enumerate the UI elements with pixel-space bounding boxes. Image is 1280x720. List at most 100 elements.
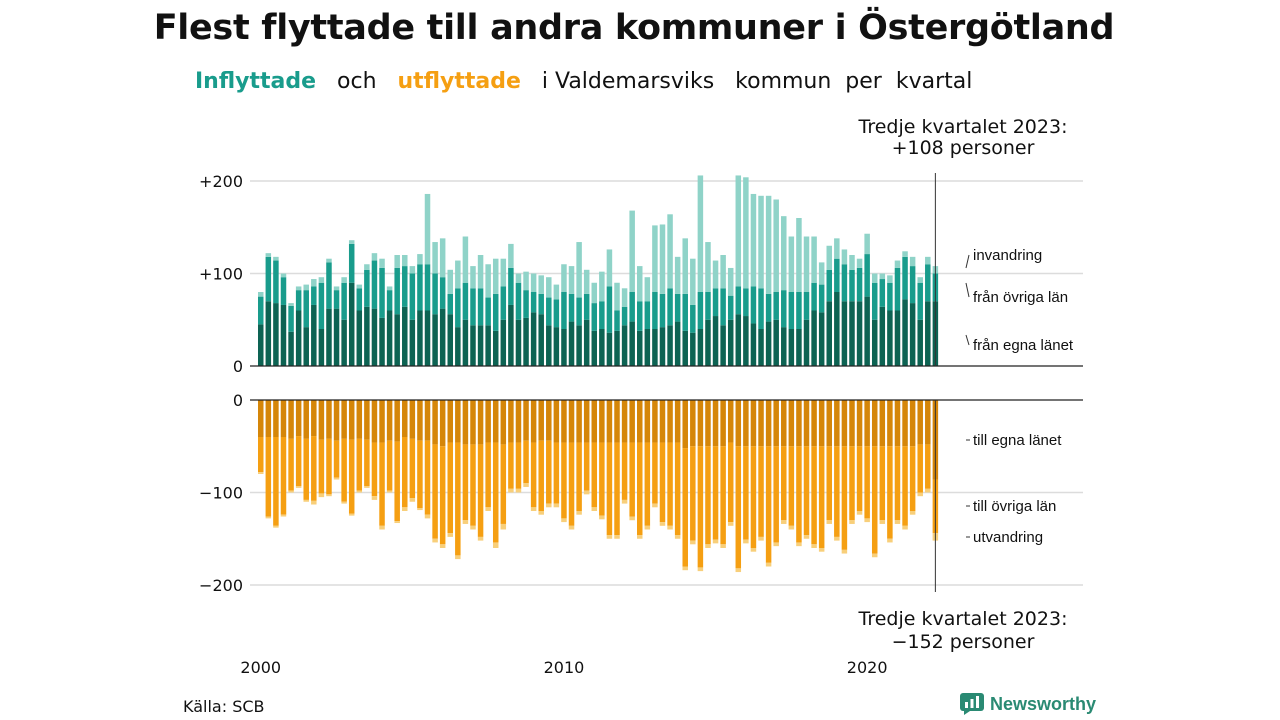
bar-in-own [273, 303, 279, 366]
bar-out-emig [720, 544, 726, 548]
bar-out-other [470, 444, 476, 526]
bar-out-other [599, 442, 605, 516]
bar-in-other [796, 292, 802, 329]
bar-in-immig [758, 195, 764, 289]
bar-out-other [765, 446, 772, 563]
bar-out-emig [826, 520, 832, 524]
bar-out-own [902, 400, 908, 447]
bar-out-own [674, 400, 681, 443]
bar-in-own [311, 304, 317, 366]
bar-in-other [508, 267, 514, 305]
bar-out-own [803, 400, 810, 447]
bar-out-emig [455, 555, 461, 560]
bar-out-own [530, 400, 537, 443]
bar-out-other [485, 442, 491, 508]
bar-in-own [364, 306, 370, 366]
bar-in-own [356, 310, 363, 366]
bar-out-own [879, 400, 886, 447]
bar-out-emig [735, 568, 742, 573]
bar-in-other [311, 286, 317, 305]
bar-in-own [553, 327, 560, 366]
bar-in-other [652, 292, 658, 329]
bar-in-own [629, 321, 635, 366]
bar-in-own [765, 321, 772, 366]
bar-out-emig [818, 548, 825, 552]
bar-out-own [826, 400, 832, 447]
bar-out-own [811, 400, 817, 447]
bar-in-own [417, 310, 423, 366]
bar-in-immig [644, 277, 651, 302]
bar-out-own [303, 400, 309, 439]
bar-in-immig [364, 264, 370, 270]
bar-out-own [341, 400, 347, 439]
annotation-bottom-line2: −152 personer [892, 631, 1035, 653]
bar-in-immig [606, 249, 613, 287]
bar-out-emig [530, 507, 537, 511]
bar-out-emig [341, 501, 347, 504]
bar-out-emig [788, 525, 795, 530]
bar-in-other [818, 284, 825, 313]
bar-in-immig [637, 266, 643, 302]
bar-out-other [735, 446, 742, 569]
bar-out-emig [402, 507, 408, 511]
bar-in-immig [318, 277, 325, 283]
bar-out-other [303, 438, 309, 500]
bar-out-own [546, 400, 552, 441]
bar-in-immig [750, 193, 757, 287]
bar-out-other [894, 446, 901, 521]
bar-out-emig [894, 520, 901, 524]
bar-out-other [667, 442, 673, 526]
bar-in-own [348, 282, 355, 366]
bar-in-immig [614, 282, 620, 311]
bar-out-own [720, 400, 726, 447]
bar-out-emig [576, 511, 582, 515]
bar-in-immig [447, 269, 453, 294]
bar-in-other [258, 296, 264, 325]
bar-out-other [553, 442, 560, 504]
bar-out-own [356, 400, 363, 439]
bar-in-own [879, 306, 886, 366]
bar-in-other [902, 256, 908, 300]
bar-out-own [705, 400, 711, 447]
bar-out-own [750, 400, 757, 447]
bar-out-emig [743, 539, 749, 544]
series-label-out: till egna länet [973, 432, 1062, 449]
bar-out-own [515, 400, 522, 443]
bar-out-own [561, 400, 567, 443]
bar-out-own [667, 400, 673, 443]
bar-out-other [781, 446, 787, 521]
bar-in-own [288, 331, 294, 366]
y-tick-label: 0 [233, 391, 243, 410]
bar-in-immig [894, 260, 901, 268]
subtitle-inflyttade: Inflyttade [195, 69, 317, 94]
bar-in-own [280, 304, 287, 366]
bar-in-other [348, 243, 355, 283]
bar-in-other [447, 293, 453, 315]
bar-out-other [644, 442, 651, 526]
annotation-top-line2: +108 personer [892, 137, 1035, 159]
bar-out-other [811, 446, 817, 545]
bar-in-own [402, 306, 408, 366]
bar-in-other [485, 297, 491, 326]
bar-out-other [561, 442, 567, 519]
bar-in-immig [371, 253, 378, 261]
bar-out-own [492, 400, 499, 443]
bar-out-emig [356, 490, 363, 493]
bar-in-immig [659, 224, 666, 294]
bar-out-emig [477, 536, 484, 541]
bar-in-own [424, 310, 431, 366]
bar-in-own [258, 324, 264, 366]
bar-out-own [576, 400, 582, 443]
bar-out-emig [667, 525, 673, 530]
bar-in-other [826, 269, 832, 302]
bar-out-emig [705, 544, 711, 548]
bar-out-emig [371, 496, 378, 500]
bar-out-emig [712, 539, 719, 544]
bar-out-own [659, 400, 666, 443]
bar-out-emig [887, 538, 893, 543]
bar-in-immig [508, 243, 514, 268]
bar-in-other [606, 286, 613, 333]
bar-out-own [765, 400, 772, 447]
bar-in-immig [356, 284, 363, 289]
bar-out-other [523, 440, 529, 484]
